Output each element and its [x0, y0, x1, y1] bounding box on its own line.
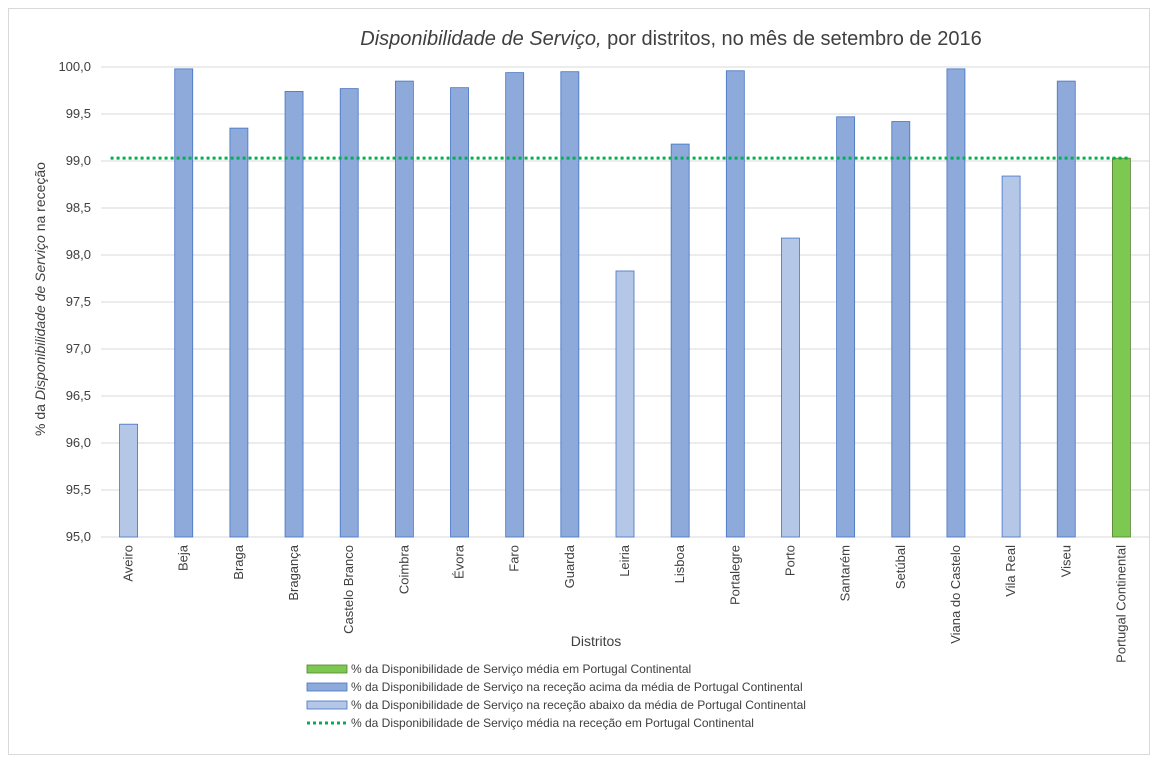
bar-castelo-branco — [339, 88, 359, 538]
x-tick-label: Coimbra — [396, 544, 411, 594]
bar-évora — [450, 87, 469, 538]
y-tick-label: 96,0 — [66, 435, 91, 450]
x-tick-label: Portugal Continental — [1113, 545, 1128, 663]
bar-santarém — [836, 116, 856, 538]
bar-braga — [229, 127, 249, 538]
bar-aveiro — [119, 423, 138, 538]
legend-label-line: % da Disponibilidade de Serviço média na… — [351, 716, 754, 730]
y-tick-label: 99,0 — [66, 153, 91, 168]
legend-label-above: % da Disponibilidade de Serviço na receç… — [351, 680, 803, 694]
y-tick-labels: 95,0 95,5 96,0 96,5 97,0 97,5 98,0 98,5 99,0 99,5… — [58, 59, 91, 544]
y-tick-label: 97,0 — [66, 341, 91, 356]
y-tick-label: 95,5 — [66, 482, 91, 497]
legend-label-average: % da Disponibilidade de Serviço média em… — [351, 662, 691, 676]
x-tick-label: Lisboa — [672, 544, 687, 583]
legend-swatch-average — [306, 664, 348, 674]
chart-title-italic: Disponibilidade de Serviço, — [360, 28, 601, 50]
bar-bragança — [284, 91, 304, 538]
x-tick-label: Viseu — [1058, 545, 1073, 577]
bar-beja — [174, 68, 194, 538]
bar-coimbra — [394, 80, 414, 538]
x-tick-label: Guarda — [562, 544, 577, 588]
chart-title: Disponibilidade de Serviço, por distrito… — [360, 28, 981, 50]
x-tick-label: Leiria — [617, 544, 632, 577]
bar-leiria — [615, 270, 635, 538]
x-tick-label: Setúbal — [893, 545, 908, 589]
bar-guarda — [560, 71, 580, 538]
x-tick-label: Castelo Branco — [341, 545, 356, 634]
bar-portugal-continental — [1112, 157, 1131, 538]
bar-chart: Disponibilidade de Serviço, por distrito… — [32, 28, 1149, 730]
y-tick-label: 97,5 — [66, 294, 91, 309]
y-tick-label: 96,5 — [66, 388, 91, 403]
x-axis-title: Distritos — [571, 633, 622, 649]
y-tick-label: 98,0 — [66, 247, 91, 262]
bar-vila-real — [1001, 175, 1021, 538]
x-tick-labels: Aveiro Beja Braga Bragança Castelo Branco Coi… — [121, 544, 1129, 663]
legend-swatch-below — [306, 700, 348, 710]
y-tick-label: 99,5 — [66, 106, 91, 121]
x-tick-label: Beja — [176, 544, 191, 571]
x-tick-label: Évora — [452, 544, 467, 579]
x-tick-label: Viana do Castelo — [948, 545, 963, 644]
bar-viseu — [1056, 80, 1076, 538]
x-tick-label: Santarém — [838, 545, 853, 601]
x-tick-label: Faro — [507, 545, 522, 572]
x-tick-label: Aveiro — [121, 545, 136, 582]
x-tick-label: Bragança — [286, 544, 301, 600]
chart-title-rest: por distritos, no mês de setembro de 201… — [602, 28, 982, 50]
chart-frame: Disponibilidade de Serviço, por distrito… — [8, 8, 1150, 755]
x-tick-label: Porto — [782, 545, 797, 576]
y-tick-label: 100,0 — [58, 59, 91, 74]
x-tick-label: Braga — [231, 544, 246, 579]
bar-faro — [505, 72, 525, 538]
y-axis-title: % da Disponibilidade de Serviço na receç… — [32, 162, 48, 436]
legend-swatch-above — [306, 682, 348, 692]
bar-viana-do-castelo — [946, 68, 966, 538]
bar-setúbal — [891, 121, 911, 538]
y-tick-label: 98,5 — [66, 200, 91, 215]
bar-lisboa — [670, 143, 690, 538]
bar-portalegre — [725, 70, 745, 538]
bar-porto — [781, 237, 800, 538]
legend-label-below: % da Disponibilidade de Serviço na receç… — [351, 698, 806, 712]
x-tick-label: Portalegre — [727, 545, 742, 605]
y-tick-label: 95,0 — [66, 529, 91, 544]
x-tick-label: Vila Real — [1003, 545, 1018, 597]
legend: % da Disponibilidade de Serviço média em… — [306, 662, 806, 730]
bars — [119, 68, 1131, 538]
